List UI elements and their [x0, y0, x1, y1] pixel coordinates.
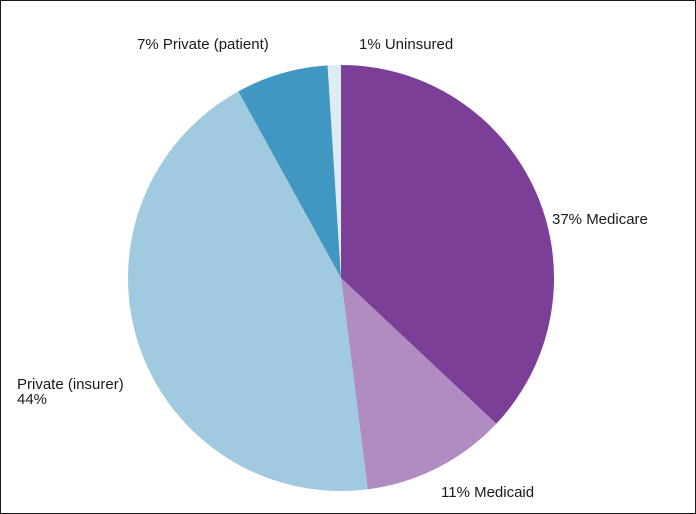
- pie-slice-private-patient: [238, 65, 341, 278]
- pie-slice-medicaid: [341, 278, 497, 490]
- pie-slice-uninsured: [327, 65, 341, 278]
- slice-label-line: 1% Uninsured: [359, 36, 453, 53]
- slice-label-private-patient: 7% Private (patient): [137, 36, 269, 53]
- slice-label-uninsured: 1% Uninsured: [359, 36, 453, 53]
- slice-label-line: 44%: [17, 391, 47, 408]
- slice-label-private-insurer: Private (insurer) 44%: [17, 376, 124, 408]
- slice-label-line: 7% Private (patient): [137, 36, 269, 53]
- slice-label-line: 37% Medicare: [552, 211, 648, 228]
- pie-slice-medicare: [341, 65, 555, 424]
- pie-slices: [128, 65, 555, 491]
- pie-slice-private-insurer: [128, 91, 368, 491]
- slice-label-line: Private (insurer): [17, 376, 124, 393]
- pie-labels: 37% Medicare 11% Medicaid Private (insurer…: [17, 36, 648, 501]
- slice-label-medicaid: 11% Medicaid: [441, 484, 534, 501]
- slice-label-medicare: 37% Medicare: [552, 211, 648, 228]
- slice-label-line: 11% Medicaid: [441, 484, 534, 501]
